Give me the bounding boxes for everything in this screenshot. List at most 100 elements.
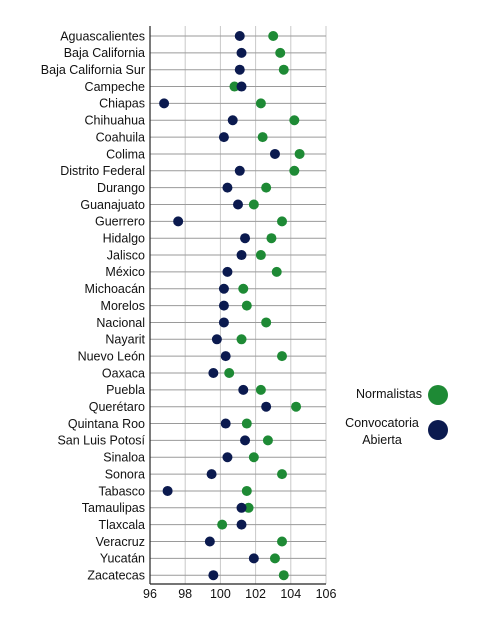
point-normalistas — [241, 485, 252, 496]
point-convocatoria-abierta — [227, 115, 238, 126]
x-tick-label: 104 — [280, 587, 301, 601]
point-normalistas — [289, 115, 300, 126]
point-convocatoria-abierta — [269, 148, 280, 159]
point-normalistas — [257, 132, 268, 143]
category-label: Veracruz — [96, 535, 145, 549]
point-convocatoria-abierta — [233, 199, 243, 210]
point-convocatoria-abierta — [220, 418, 231, 429]
x-axis — [149, 26, 326, 585]
point-convocatoria-abierta — [208, 368, 219, 378]
point-convocatoria-abierta — [208, 570, 219, 581]
point-normalistas — [278, 64, 289, 75]
category-label: Yucatán — [100, 552, 145, 566]
x-tick-label: 106 — [316, 587, 337, 601]
point-convocatoria-abierta — [218, 283, 229, 294]
category-label: San Luis Potosí — [57, 434, 145, 448]
legend-marker-normalistas — [428, 385, 448, 405]
point-convocatoria-abierta — [240, 233, 251, 244]
point-normalistas — [229, 81, 240, 92]
point-normalistas — [248, 452, 259, 463]
category-label: Aguascalientes — [60, 29, 145, 43]
point-convocatoria-abierta — [204, 536, 215, 547]
point-normalistas — [217, 519, 228, 530]
category-label: Nuevo León — [78, 349, 145, 363]
point-convocatoria-abierta — [234, 165, 245, 176]
point-normalistas — [289, 165, 300, 176]
category-label: Campeche — [85, 80, 145, 94]
point-normalistas — [261, 182, 272, 193]
category-label: Baja California — [64, 46, 145, 60]
point-convocatoria-abierta — [236, 250, 247, 261]
category-label: Guanajuato — [80, 198, 145, 212]
category-label: Tabasco — [98, 484, 145, 498]
point-normalistas — [241, 418, 252, 429]
point-normalistas — [294, 148, 305, 159]
point-normalistas — [243, 502, 254, 513]
legend-label-normalistas: Normalistas — [356, 387, 422, 401]
category-labels: Aguascalientes Baja California Baja Califo… — [41, 29, 146, 582]
point-normalistas — [261, 317, 272, 328]
point-normalistas — [278, 570, 289, 581]
x-tick-label: 100 — [210, 587, 231, 601]
data-points — [159, 31, 305, 581]
category-label: Morelos — [101, 299, 145, 313]
category-label: Sinaloa — [103, 451, 145, 465]
legend-marker-convocatoria-abierta — [428, 420, 448, 440]
point-normalistas — [255, 98, 266, 109]
point-convocatoria-abierta — [218, 317, 229, 328]
point-normalistas — [266, 233, 277, 244]
legend-item-normalistas: Normalistas — [340, 380, 470, 420]
category-label: Chihuahua — [85, 114, 146, 128]
category-label: Querétaro — [89, 400, 145, 414]
x-tick-label: 96 — [143, 587, 157, 601]
category-label: Tlaxcala — [98, 518, 145, 532]
category-label: Nacional — [96, 316, 145, 330]
category-label: Jalisco — [107, 248, 145, 262]
point-normalistas — [291, 401, 302, 412]
point-normalistas — [277, 536, 287, 547]
point-convocatoria-abierta — [238, 384, 249, 395]
x-tick-label: 98 — [178, 587, 192, 601]
point-convocatoria-abierta — [234, 31, 245, 41]
point-normalistas — [248, 199, 259, 210]
x-tick-label: 102 — [245, 587, 266, 601]
point-convocatoria-abierta — [236, 502, 247, 513]
point-convocatoria-abierta — [234, 64, 245, 75]
point-convocatoria-abierta — [222, 452, 233, 463]
category-label: Baja California Sur — [41, 63, 145, 77]
point-normalistas — [277, 469, 287, 480]
x-tick-labels: 96 98 100 102 104 106 — [143, 587, 336, 601]
point-convocatoria-abierta — [211, 334, 222, 345]
category-label: Guerrero — [95, 215, 145, 229]
point-convocatoria-abierta — [222, 266, 233, 277]
point-convocatoria-abierta — [261, 401, 272, 412]
category-label: Coahuila — [96, 130, 145, 144]
point-convocatoria-abierta — [236, 81, 247, 92]
category-label: Nayarit — [105, 333, 145, 347]
point-convocatoria-abierta — [218, 300, 229, 311]
point-convocatoria-abierta — [240, 435, 251, 446]
point-normalistas — [238, 283, 249, 294]
point-convocatoria-abierta — [162, 485, 173, 496]
point-convocatoria-abierta — [222, 182, 233, 193]
point-convocatoria-abierta — [248, 553, 259, 564]
legend-item-convocatoria-abierta: Convocatoria Abierta — [340, 415, 470, 455]
point-normalistas — [255, 384, 266, 395]
point-convocatoria-abierta — [159, 98, 170, 109]
point-convocatoria-abierta — [220, 351, 231, 362]
point-normalistas — [236, 334, 247, 345]
category-label: Durango — [97, 181, 145, 195]
point-normalistas — [224, 368, 235, 378]
category-label: Colima — [106, 147, 145, 161]
point-normalistas — [275, 47, 286, 58]
point-normalistas — [277, 351, 287, 362]
category-rows — [150, 35, 326, 576]
point-normalistas — [268, 31, 279, 41]
point-convocatoria-abierta — [218, 132, 229, 143]
category-label: Michoacán — [85, 282, 145, 296]
legend-label-convocatoria-abierta: Convocatoria Abierta — [345, 416, 419, 447]
category-label: Distrito Federal — [60, 164, 145, 178]
category-label: Hidalgo — [103, 232, 145, 246]
category-label: Puebla — [106, 383, 145, 397]
